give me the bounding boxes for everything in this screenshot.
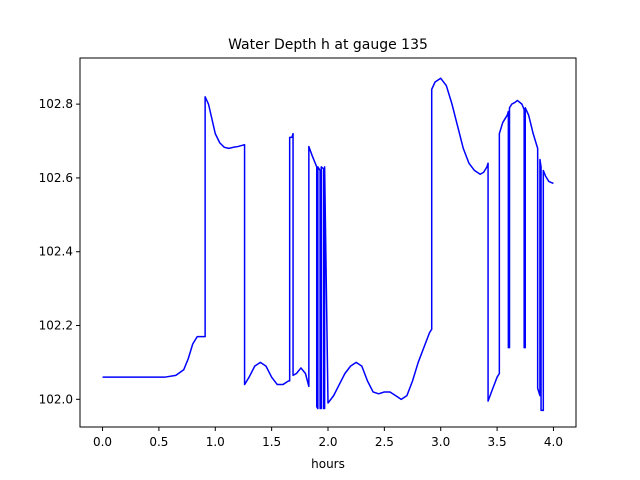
axes-frame [79, 57, 577, 428]
x-tick-label: 3.5 [488, 435, 507, 449]
y-tick-label: 102.6 [39, 171, 73, 185]
y-tick-label: 102.4 [39, 245, 73, 259]
y-tick-label: 102.2 [39, 319, 73, 333]
x-tick-label: 0.5 [149, 435, 168, 449]
x-axis-ticks: 0.0 0.5 1.0 1.5 2.0 2.5 3.0 3.5 4.0 [93, 427, 563, 449]
y-axis-ticks: 102.0 102.2 102.4 102.6 102.8 [39, 97, 80, 406]
x-axis-label: hours [311, 457, 345, 471]
plot-area [102, 77, 554, 412]
x-tick-label: 0.0 [93, 435, 112, 449]
x-tick-label: 4.0 [544, 435, 563, 449]
y-tick-label: 102.8 [39, 97, 73, 111]
x-tick-label: 3.0 [431, 435, 450, 449]
x-tick-label: 1.5 [262, 435, 281, 449]
x-tick-label: 1.0 [206, 435, 225, 449]
series-line-0 [102, 77, 554, 412]
chart-title: Water Depth h at gauge 135 [228, 37, 428, 53]
x-tick-label: 2.0 [318, 435, 337, 449]
x-tick-label: 2.5 [375, 435, 394, 449]
y-tick-label: 102.0 [39, 392, 73, 406]
